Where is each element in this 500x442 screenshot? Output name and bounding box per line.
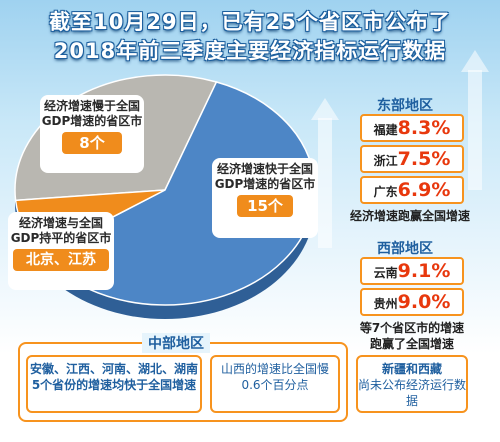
background-arrowhead-icon	[311, 98, 339, 120]
east-stat-zhejiang-name: 浙江	[373, 154, 398, 168]
slice-label-equal: 经济增速与全国GDP持平的省区市 北京、江苏	[8, 212, 114, 290]
background-arrowhead-icon	[461, 50, 489, 72]
page-title-line2: 2018年前三季度主要经济指标运行数据	[53, 39, 447, 63]
background-arrow-icon	[318, 118, 332, 248]
slice-label-faster: 经济增速快于全国GDP增速的省区市 15个	[212, 158, 318, 238]
west-stat-guizhou-name: 贵州	[373, 297, 398, 311]
west-pending-body: 尚未公布经济运行数据	[358, 378, 467, 408]
west-stat-guizhou: 贵州9.0%	[360, 288, 464, 316]
west-region-title: 西部地区	[377, 241, 433, 257]
east-stat-zhejiang-value: 7.5%	[397, 148, 451, 170]
east-stat-guangdong-value: 6.9%	[397, 179, 451, 201]
west-stat-yunnan: 云南9.1%	[360, 257, 464, 285]
slice-value-faster: 15个	[237, 195, 293, 217]
central-region-title: 中部地区	[142, 333, 210, 353]
east-stat-guangdong: 广东6.9%	[360, 176, 464, 204]
slice-value-equal: 北京、江苏	[13, 249, 109, 271]
west-pending-box: 新疆和西藏 尚未公布经济运行数据	[356, 355, 468, 413]
background-arrow-icon	[468, 70, 482, 190]
east-stat-fujian-name: 福建	[373, 123, 398, 137]
page-title-line1: 截至10月29日，已有25个省区市公布了	[49, 10, 451, 34]
east-stat-guangdong-name: 广东	[373, 185, 398, 199]
east-stat-fujian-value: 8.3%	[397, 117, 451, 139]
east-stat-fujian: 福建8.3%	[360, 114, 464, 142]
east-note: 经济增速跑赢全国增速	[349, 209, 470, 223]
east-region-title: 东部地区	[377, 98, 433, 114]
central-box-right: 山西的增速比全国慢0.6个百分点	[210, 355, 340, 413]
west-note: 等7个省区市的增速跑赢了全国增速	[359, 321, 465, 351]
west-pending-head: 新疆和西藏	[381, 362, 442, 376]
slice-label-faster-text: 经济增速快于全国GDP增速的省区市	[214, 162, 316, 191]
slice-label-equal-text: 经济增速与全国GDP持平的省区市	[10, 216, 112, 245]
central-box-left: 安徽、江西、河南、湖北、湖南5个省份的增速均快于全国增速	[26, 355, 202, 413]
slice-label-slower: 经济增速慢于全国GDP增速的省区市 8个	[40, 95, 144, 173]
east-stat-zhejiang: 浙江7.5%	[360, 145, 464, 173]
slice-value-slower: 8个	[62, 132, 122, 154]
west-stat-yunnan-value: 9.1%	[397, 260, 451, 282]
west-stat-yunnan-name: 云南	[373, 266, 398, 280]
west-stat-guizhou-value: 9.0%	[397, 291, 451, 313]
slice-label-slower-text: 经济增速慢于全国GDP增速的省区市	[41, 99, 143, 128]
